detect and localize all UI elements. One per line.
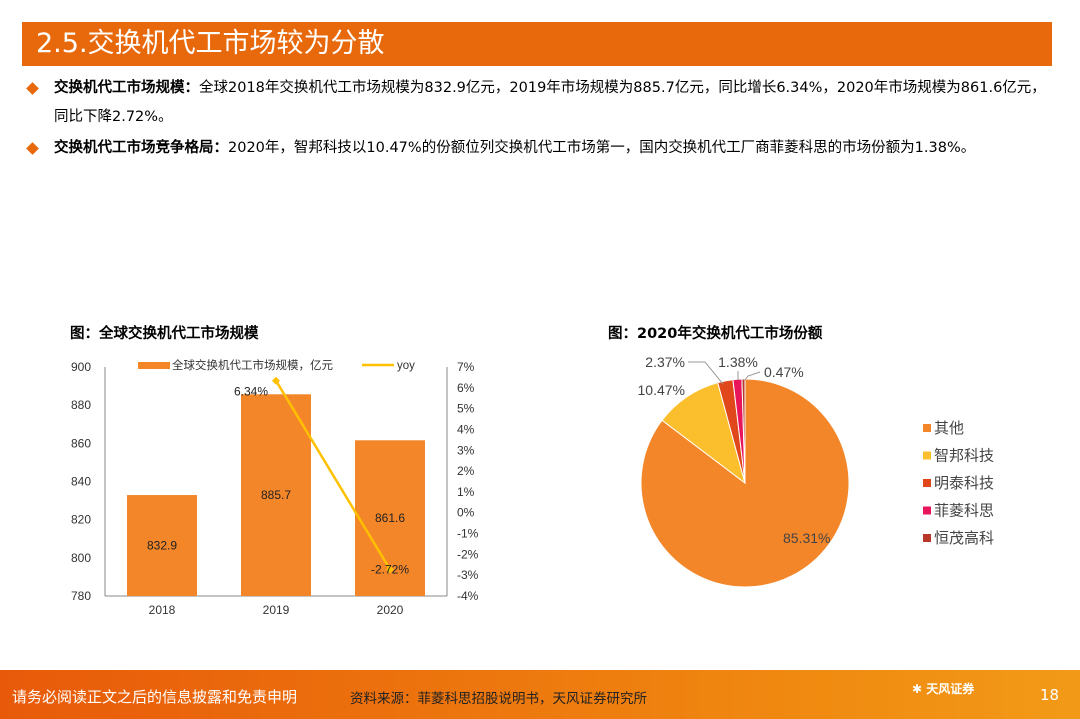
y-tick-label: 800 [71,551,91,565]
bar-chart-caption: 图：全球交换机代工市场规模 [70,326,259,342]
leader-line [688,361,724,385]
y-tick-label: 820 [71,513,91,527]
x-tick-label: 2019 [263,603,290,617]
legend-label: 全球交换机代工市场规模，亿元 [172,358,333,372]
pie-value-label: 0.47% [764,364,804,380]
pie-value-label: 1.38% [718,354,758,370]
page-number: 18 [1040,686,1060,704]
legend-swatch [923,479,931,487]
disclaimer: 请务必阅读正文之后的信息披露和免责申明 [12,688,298,706]
y2-tick-label: 3% [457,443,475,457]
bullet-label: 交换机代工市场竞争格局： [54,140,228,156]
legend-swatch-bar [138,362,170,369]
legend-label: 恒茂高科 [934,530,994,547]
y-tick-label: 840 [71,475,91,489]
yoy-line [274,380,392,570]
bar-value-label: 832.9 [147,539,177,553]
yoy-marker [386,565,394,574]
legend-swatch [923,534,931,542]
y2-tick-label: 0% [457,506,475,520]
pie-slice [640,378,850,588]
x-tick-label: 2020 [377,603,404,617]
pie-slice [741,378,746,484]
legend-swatch [923,506,931,515]
y2-tick-label: -2% [457,547,479,561]
bar-value-label: 861.6 [375,511,405,525]
logo: ✱ 天风证券 [912,682,975,696]
bullet-label: 交换机代工市场规模： [54,80,199,96]
yoy-value-label: -2.72% [371,562,409,576]
bullet-market-size: 交换机代工市场规模：全球2018年交换机代工市场规模为832.9亿元，2019年… [26,74,1048,132]
bullet-competition: 交换机代工市场竞争格局：2020年，智邦科技以10.47%的份额位列交换机代工市… [26,134,1048,163]
bar [241,394,311,596]
pie-chart: 85.31% 10.47% 2.37% 1.38% 0.47% 其他智邦科技明泰科技菲菱科… [638,354,994,588]
bar-value-label: 885.7 [261,488,291,502]
bar [127,495,197,596]
y-tick-label: 880 [71,398,91,412]
y2-tick-label: 5% [457,402,475,416]
y-tick-label: 900 [71,360,91,374]
y2-tick-label: 4% [457,422,475,436]
y2-tick-label: 6% [457,381,475,395]
y2-tick-label: 7% [457,360,475,374]
y2-tick-label: 1% [457,485,475,499]
legend-swatch [923,424,931,432]
diamond-bullet-icon [26,82,39,95]
legend-label: 明泰科技 [934,475,994,492]
x-tick-label: 2018 [149,603,176,617]
legend-label: 菲菱科思 [934,503,994,520]
legend-label: 其他 [934,420,964,437]
legend-label: 智邦科技 [934,447,994,465]
slide-title: 2.5.交换机代工市场较为分散 [22,22,1052,66]
bar-chart: 900 880 860 840 820 800 780 7% 6% 5% 4% 3% 2% 1% 0% -1%… [71,358,479,617]
y2-tick-label: -3% [457,568,479,582]
y2-tick-label: -4% [457,589,479,603]
bullet-list: 交换机代工市场规模：全球2018年交换机代工市场规模为832.9亿元，2019年… [26,74,1048,165]
bullet-text: 全球2018年交换机代工市场规模为832.9亿元，2019年市场规模为885.7… [54,80,1046,125]
legend-label: yoy [397,360,415,372]
pie-value-label: 85.31% [783,530,830,546]
pie-chart-caption: 图：2020年交换机代工市场份额 [608,326,823,342]
source-note: 资料来源：菲菱科思招股说明书，天风证券研究所 [350,691,647,707]
yoy-marker [272,376,280,385]
y-tick-label: 860 [71,436,91,450]
footer: 请务必阅读正文之后的信息披露和免责申明 资料来源：菲菱科思招股说明书，天风证券研… [0,670,1080,719]
pie-value-label: 10.47% [638,382,685,398]
y2-tick-label: -1% [457,527,479,541]
legend-swatch [923,451,931,460]
bullet-text: 2020年，智邦科技以10.47%的份额位列交换机代工市场第一，国内交换机代工厂… [228,140,976,156]
diamond-bullet-icon [26,142,39,155]
leader-line [744,371,761,381]
pie-value-label: 2.37% [645,354,685,370]
y2-tick-label: 2% [457,464,475,478]
y-tick-label: 780 [71,589,91,603]
yoy-value-label: 6.34% [234,385,268,399]
